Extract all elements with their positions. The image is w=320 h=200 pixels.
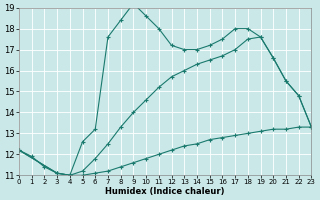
X-axis label: Humidex (Indice chaleur): Humidex (Indice chaleur) [105, 187, 225, 196]
